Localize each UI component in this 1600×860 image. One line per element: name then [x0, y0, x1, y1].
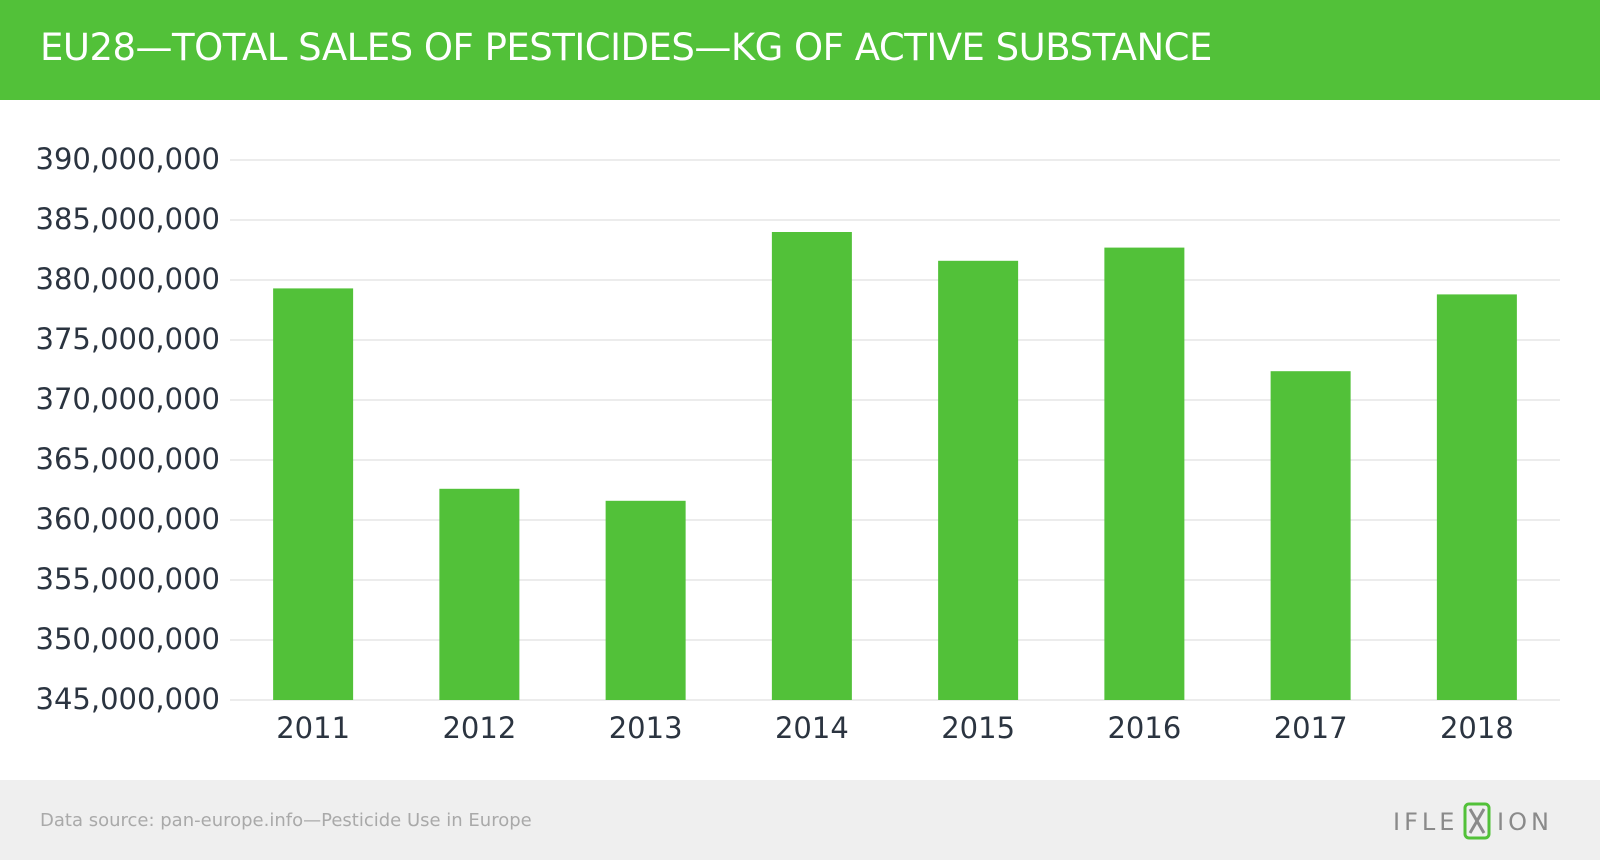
y-tick-label: 380,000,000 — [36, 262, 221, 296]
y-tick-label: 360,000,000 — [36, 502, 221, 536]
bar-2012 — [439, 488, 520, 700]
x-tick-label: 2014 — [775, 711, 849, 745]
x-tick-label: 2013 — [609, 711, 683, 745]
data-source-note: Data source: pan-europe.info—Pesticide U… — [40, 810, 532, 831]
y-tick-label: 390,000,000 — [36, 142, 221, 176]
bar-2013 — [605, 500, 686, 700]
x-tick-label: 2016 — [1107, 711, 1181, 745]
bar-2015 — [938, 260, 1019, 700]
x-tick-label: 2012 — [442, 711, 516, 745]
y-tick-label: 370,000,000 — [36, 382, 221, 416]
y-tick-label: 365,000,000 — [36, 442, 221, 476]
x-tick-label: 2018 — [1440, 711, 1514, 745]
bar-chart: 345,000,000 350,000,000 355,000,000 360,000… — [36, 142, 1560, 745]
y-tick-label: 385,000,000 — [36, 202, 221, 236]
bar-2014 — [771, 232, 852, 700]
x-tick-label: 2017 — [1274, 711, 1348, 745]
chart-area: 345,000,000 350,000,000 355,000,000 360,000… — [0, 100, 1600, 780]
chart-footer: Data source: pan-europe.info—Pesticide U… — [0, 780, 1600, 860]
bar-2016 — [1104, 247, 1185, 700]
svg-text:ION: ION — [1497, 808, 1553, 836]
y-tick-label: 355,000,000 — [36, 562, 221, 596]
bar-2017 — [1270, 371, 1351, 700]
bar-2011 — [273, 288, 354, 700]
iflexion-logo: IFLE ION — [1393, 802, 1553, 840]
chart-title: EU28—TOTAL SALES OF PESTICIDES—KG OF ACT… — [40, 26, 1212, 69]
svg-text:IFLE: IFLE — [1393, 808, 1458, 836]
x-tick-label: 2011 — [276, 711, 350, 745]
y-tick-label: 345,000,000 — [36, 682, 221, 716]
chart-header: EU28—TOTAL SALES OF PESTICIDES—KG OF ACT… — [0, 0, 1600, 100]
y-tick-label: 350,000,000 — [36, 622, 221, 656]
x-tick-label: 2015 — [941, 711, 1015, 745]
logo-x-bracket-icon — [1463, 802, 1491, 840]
bar-2018 — [1436, 294, 1517, 700]
y-tick-label: 375,000,000 — [36, 322, 221, 356]
